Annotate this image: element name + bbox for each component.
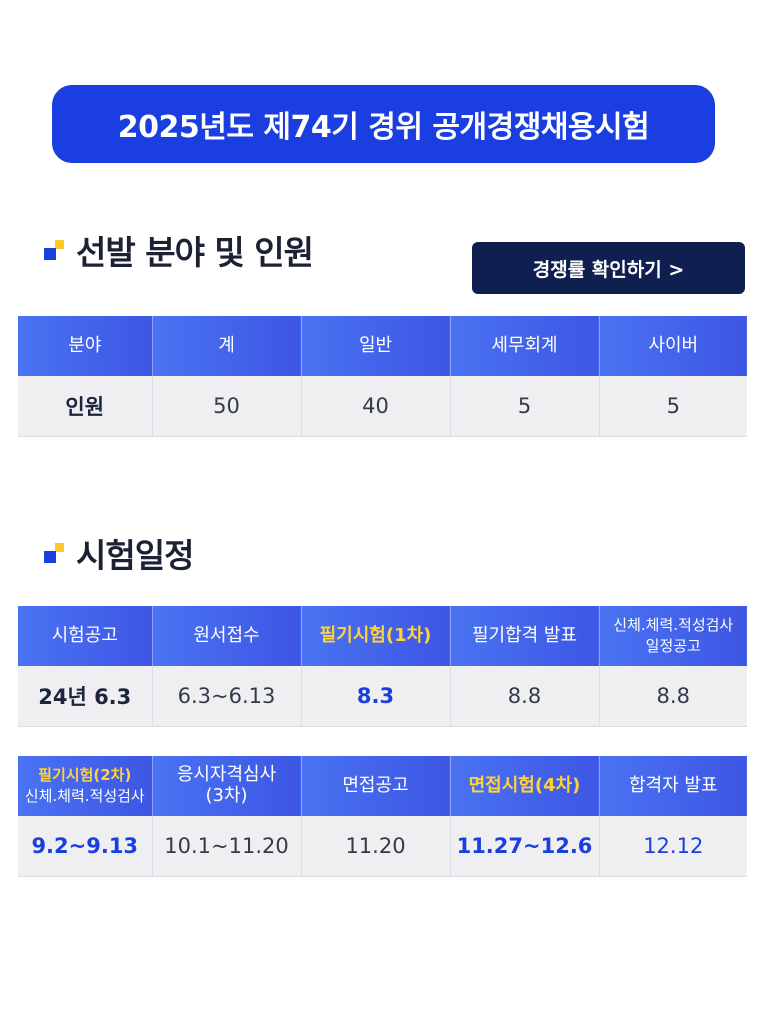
header-interview-exam-4: 면접시험(4차): [450, 756, 600, 816]
selection-title: 선발 분야 및 인원: [76, 233, 314, 272]
table-header-row: 시험공고 원서접수 필기시험(1차) 필기합격 발표 신체.체력.적성검사 일정…: [18, 606, 747, 666]
cell-final-result-date: 12.12: [599, 816, 747, 877]
header-physical-test-notice: 신체.체력.적성검사 일정공고: [599, 606, 747, 666]
cell-eligibility-date: 10.1~11.20: [152, 816, 302, 877]
table-row: 24년 6.3 6.3~6.13 8.3 8.8 8.8: [18, 666, 747, 727]
section-bullet-icon: [44, 240, 64, 260]
cell-interview-exam-date: 11.27~12.6: [450, 816, 600, 877]
cell-tax-accounting: 5: [450, 376, 600, 437]
header-eligibility-line2: (3차): [205, 785, 248, 806]
cell-written-result-date: 8.8: [450, 666, 600, 727]
cell-total: 50: [152, 376, 302, 437]
header-exam-notice: 시험공고: [18, 606, 153, 666]
header-physical-test-line1: 신체.체력.적성검사: [613, 616, 734, 635]
schedule-section-heading: 시험일정: [44, 529, 194, 577]
competition-rate-button[interactable]: 경쟁률 확인하기 >: [472, 242, 745, 294]
cell-physical-test-notice-date: 8.8: [599, 666, 747, 727]
schedule-table-1: 시험공고 원서접수 필기시험(1차) 필기합격 발표 신체.체력.적성검사 일정…: [18, 606, 747, 727]
header-interview-notice: 면접공고: [301, 756, 451, 816]
header-written-exam-1: 필기시험(1차): [301, 606, 451, 666]
table-header-row: 분야 계 일반 세무회계 사이버: [18, 316, 747, 376]
section-bullet-icon: [44, 543, 64, 563]
header-application: 원서접수: [152, 606, 302, 666]
cell-exam-notice-date: 24년 6.3: [18, 666, 153, 727]
header-field: 분야: [18, 316, 153, 376]
row-label: 인원: [18, 376, 153, 437]
selection-section-heading: 선발 분야 및 인원: [44, 226, 314, 274]
table-header-row: 필기시험(2차) 신체.체력.적성검사 응시자격심사 (3차) 면접공고 면접시…: [18, 756, 747, 816]
header-written-result: 필기합격 발표: [450, 606, 600, 666]
header-total: 계: [152, 316, 302, 376]
banner-title: 2025년도 제74기 경위 공개경쟁채용시험: [117, 110, 650, 145]
selection-table: 분야 계 일반 세무회계 사이버 인원 50 40 5 5: [18, 316, 747, 437]
header-physical-test-line2: 일정공고: [645, 637, 701, 655]
header-written-exam-2: 필기시험(2차) 신체.체력.적성검사: [18, 756, 153, 816]
cell-written-exam-1-date: 8.3: [301, 666, 451, 727]
header-written-exam-2-line2: 신체.체력.적성검사: [24, 787, 145, 805]
table-row: 9.2~9.13 10.1~11.20 11.20 11.27~12.6 12.…: [18, 816, 747, 877]
cell-interview-notice-date: 11.20: [301, 816, 451, 877]
header-eligibility-review: 응시자격심사 (3차): [152, 756, 302, 816]
cell-cyber: 5: [599, 376, 747, 437]
cell-written-exam-2-date: 9.2~9.13: [18, 816, 153, 877]
schedule-title: 시험일정: [76, 536, 194, 575]
header-tax-accounting: 세무회계: [450, 316, 600, 376]
header-cyber: 사이버: [599, 316, 747, 376]
header-written-exam-2-line1: 필기시험(2차): [38, 766, 132, 785]
header-eligibility-line1: 응시자격심사: [176, 764, 277, 786]
schedule-table-2: 필기시험(2차) 신체.체력.적성검사 응시자격심사 (3차) 면접공고 면접시…: [18, 756, 747, 877]
header-general: 일반: [301, 316, 451, 376]
header-final-result: 합격자 발표: [599, 756, 747, 816]
table-row: 인원 50 40 5 5: [18, 376, 747, 437]
title-banner: 2025년도 제74기 경위 공개경쟁채용시험: [52, 85, 715, 163]
cell-application-date: 6.3~6.13: [152, 666, 302, 727]
cell-general: 40: [301, 376, 451, 437]
